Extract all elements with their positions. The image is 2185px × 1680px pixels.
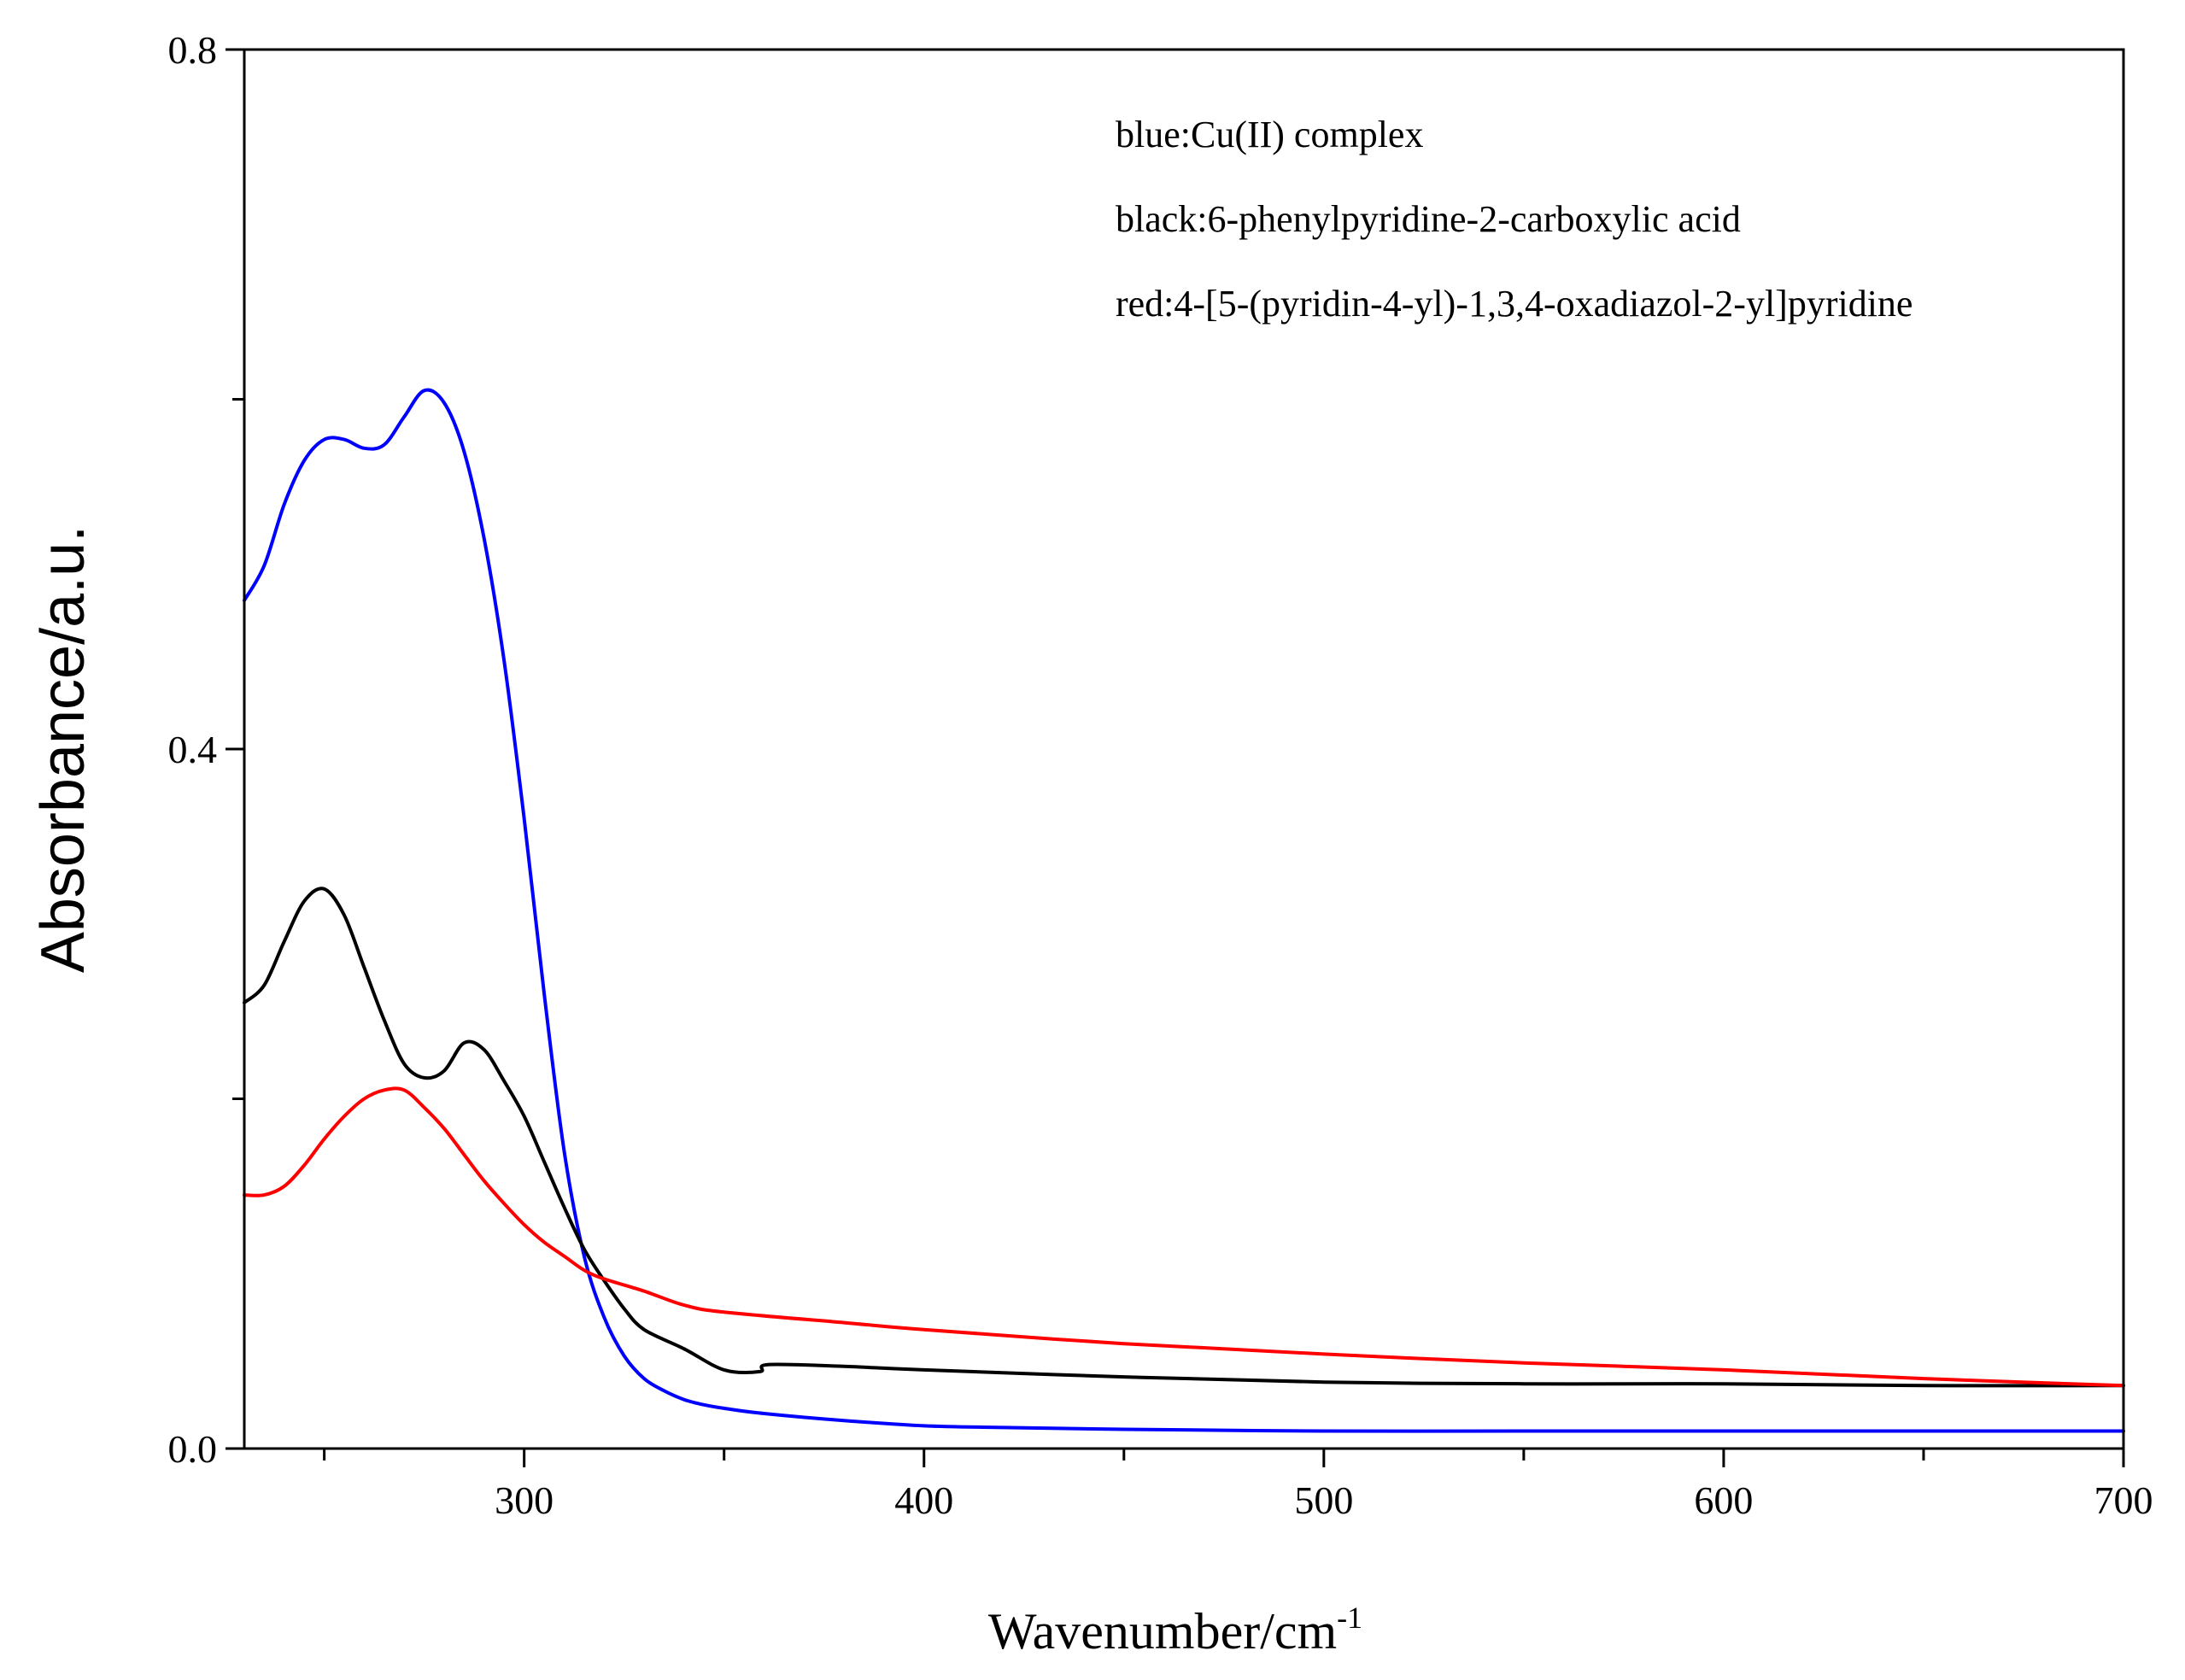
series-line-oxadiazole-pyridine: [243, 1086, 2125, 1388]
x-axis-label-text: Wavenumber/cm: [988, 1603, 1337, 1660]
legend-phenylpyridine-acid: black:6-phenylpyridine-2-carboxylic acid: [1116, 198, 1741, 240]
y-axis-label: Absorbance/a.u.: [29, 525, 97, 973]
series-line-cu-complex: [243, 388, 2125, 1433]
x-tick-label: 600: [1694, 1478, 1753, 1522]
x-tick-label: 400: [894, 1478, 953, 1522]
x-axis-label-superscript: -1: [1337, 1601, 1362, 1635]
legend-cu-complex: blue:Cu(II) complex: [1116, 114, 1423, 155]
plot-frame: [243, 48, 2125, 1450]
y-tick-label: 0.0: [168, 1427, 218, 1471]
series-layer: [243, 388, 2125, 1433]
y-tick-label: 0.4: [168, 728, 218, 771]
legend-oxadiazole-pyridine: red:4-[5-(pyridin-4-yl)-1,3,4-oxadiazol-…: [1116, 283, 1913, 325]
series-line-phenylpyridine-acid: [243, 887, 2125, 1388]
x-axis-label: Wavenumber/cm-1: [988, 1601, 1362, 1660]
x-tick-label: 700: [2094, 1478, 2153, 1522]
y-tick-label: 0.8: [168, 28, 218, 72]
axis-layer: 300 400 500 600 700 0.0 0.4 0.8: [168, 28, 2153, 1522]
legend-annotations: blue:Cu(II) complex black:6-phenylpyridin…: [1116, 114, 1913, 325]
x-tick-label: 500: [1294, 1478, 1353, 1522]
x-tick-label: 300: [495, 1478, 554, 1522]
